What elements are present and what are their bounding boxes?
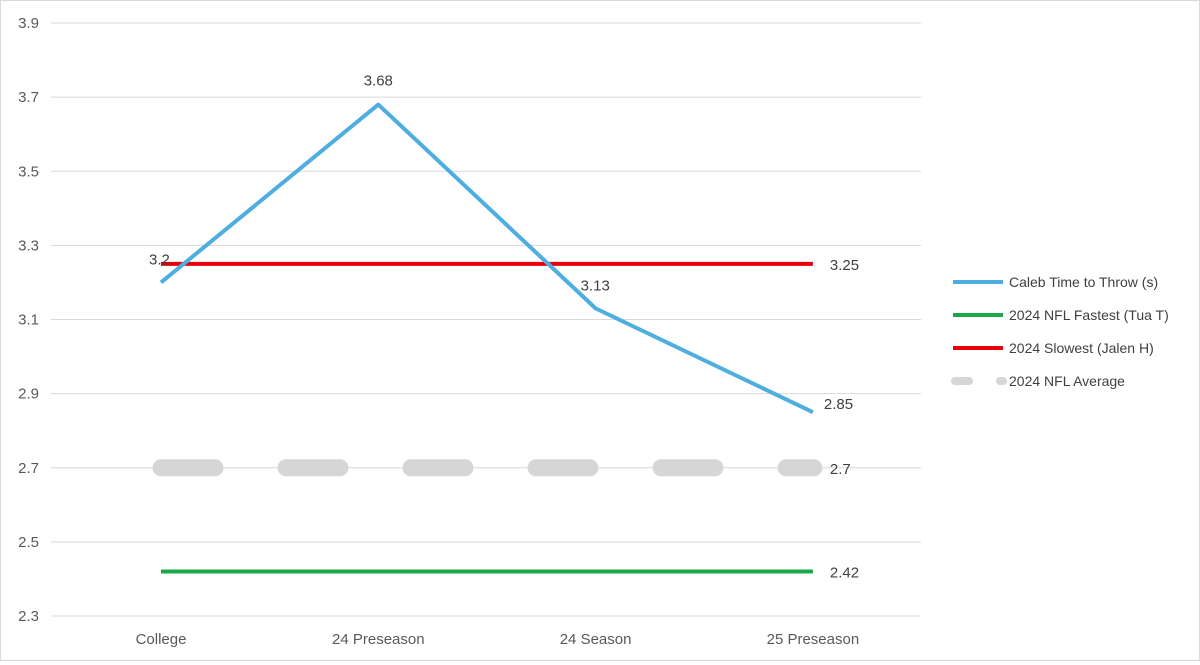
y-tick-label: 2.7 — [18, 460, 39, 477]
data-label: 3.68 — [364, 73, 393, 90]
data-label: 3.13 — [581, 277, 610, 294]
x-tick-label: 25 Preseason — [767, 631, 860, 648]
x-tick-label: College — [136, 631, 187, 648]
legend-label-2024-nfl-average: 2024 NFL Average — [1009, 373, 1125, 389]
data-label: 2.42 — [830, 565, 859, 582]
x-tick-label: 24 Preseason — [332, 631, 425, 648]
legend-label-2024-slowest-jalen-h: 2024 Slowest (Jalen H) — [1009, 340, 1154, 356]
legend: Caleb Time to Throw (s) 2024 NFL Fastest … — [951, 274, 1169, 389]
data-label: 2.85 — [824, 396, 853, 413]
y-tick-label: 3.9 — [18, 15, 39, 32]
y-tick-label: 3.5 — [18, 163, 39, 180]
legend-label-2024-nfl-fastest-tua-t: 2024 NFL Fastest (Tua T) — [1009, 307, 1169, 323]
series-line-caleb-time-to-throw-s — [159, 102, 814, 414]
legend-label-caleb-time-to-throw-s: Caleb Time to Throw (s) — [1009, 274, 1158, 290]
y-tick-label: 2.9 — [18, 386, 39, 403]
y-axis-ticks: 3.9 3.7 3.5 3.3 3.1 2.9 2.7 2.5 2.3 — [18, 15, 39, 625]
gridlines — [51, 22, 921, 617]
data-label: 3.2 — [149, 251, 170, 268]
x-axis-ticks: College 24 Preseason 24 Season 25 Preseason — [136, 631, 860, 648]
data-label: 2.7 — [830, 461, 851, 478]
y-tick-label: 3.1 — [18, 312, 39, 329]
x-tick-label: 24 Season — [560, 631, 632, 648]
y-tick-label: 2.3 — [18, 608, 39, 625]
data-label: 3.25 — [830, 257, 859, 274]
series-lines — [152, 102, 823, 574]
y-tick-label: 2.5 — [18, 534, 39, 551]
y-tick-label: 3.7 — [18, 89, 39, 106]
y-tick-label: 3.3 — [18, 237, 39, 254]
data-labels: 3.2 3.68 3.13 2.85 2.42 3.25 2.7 — [149, 73, 859, 582]
